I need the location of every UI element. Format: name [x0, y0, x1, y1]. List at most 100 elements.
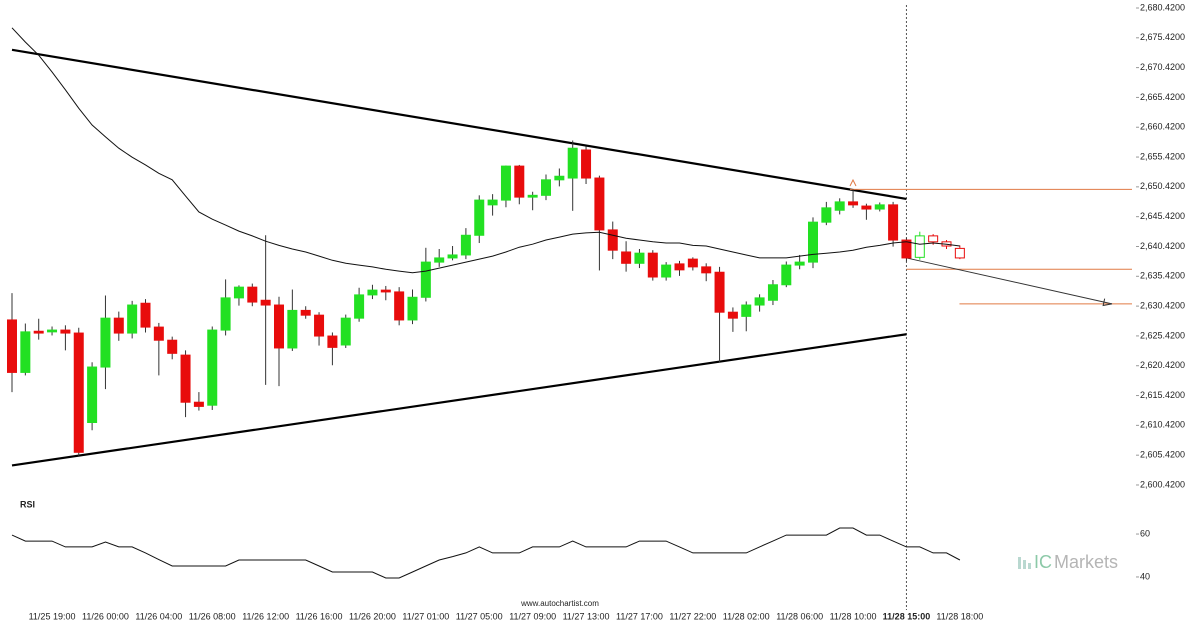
logo-bar — [1028, 563, 1031, 569]
x-tick-label: 11/26 08:00 — [189, 611, 236, 621]
candle-body — [340, 317, 351, 346]
candle-body — [914, 235, 925, 258]
candle-body — [113, 317, 124, 334]
trendline — [11, 48, 907, 200]
forecast-arrow — [906, 257, 1113, 305]
arrow-head — [1102, 298, 1113, 307]
candle-body — [140, 302, 151, 328]
candle-body — [834, 201, 845, 211]
x-tick-label: 11/27 09:00 — [509, 611, 556, 621]
candle-body — [874, 204, 885, 210]
y-tick-label: 2,605.4200 — [1140, 450, 1185, 460]
y-tick-label: 2,620.4200 — [1140, 360, 1185, 370]
rsi-label: RSI — [20, 499, 35, 509]
candle-body — [554, 175, 565, 181]
candle-body — [73, 332, 84, 453]
watermark: Markets — [1054, 552, 1118, 572]
candle-body — [848, 201, 859, 206]
candle-body — [420, 261, 431, 298]
candle-body — [861, 205, 872, 210]
candle-body — [661, 264, 672, 278]
watermark-prefix: IC — [1034, 552, 1052, 572]
candle-body — [741, 304, 752, 317]
candle-body — [193, 401, 204, 407]
candle-body — [928, 235, 939, 243]
candle-body — [954, 247, 965, 259]
candle-body — [247, 286, 258, 303]
candle-body — [434, 257, 445, 263]
y-tick-label: 2,680.4200 — [1140, 2, 1185, 12]
candle-body — [314, 314, 325, 337]
x-tick-label: 11/28 18:00 — [936, 611, 983, 621]
rsi-tick-label: 60 — [1140, 528, 1150, 538]
candle-body — [607, 229, 618, 251]
candle-body — [674, 263, 685, 271]
candle-body — [888, 204, 899, 241]
logo-bar — [1018, 557, 1021, 569]
logo-bar — [1023, 560, 1026, 569]
x-tick-label: 11/28 10:00 — [830, 611, 877, 621]
x-tick-label: 11/28 06:00 — [776, 611, 823, 621]
x-tick-label: 11/27 05:00 — [456, 611, 503, 621]
y-tick-label: 2,640.4200 — [1140, 241, 1185, 251]
candle-body — [581, 149, 592, 179]
candle-body — [127, 304, 138, 334]
candle-body — [274, 304, 284, 349]
y-tick-label: 2,650.4200 — [1140, 181, 1185, 191]
x-tick-label: 11/27 22:00 — [669, 611, 716, 621]
candle-body — [527, 194, 538, 198]
y-tick-label: 2,655.4200 — [1140, 151, 1185, 161]
source: www.autochartist.com — [520, 599, 599, 608]
candle-body — [233, 286, 244, 299]
y-tick-label: 2,660.4200 — [1140, 122, 1185, 132]
candle-body — [327, 335, 338, 348]
candle-body — [167, 339, 178, 354]
candle-body — [180, 354, 191, 403]
candle-body — [474, 199, 485, 236]
x-tick-label: 11/26 04:00 — [135, 611, 182, 621]
y-tick-label: 2,675.4200 — [1140, 32, 1185, 42]
x-tick-label: 11/26 20:00 — [349, 611, 396, 621]
candle-body — [514, 165, 525, 198]
candle-body — [367, 289, 378, 296]
candle-body — [634, 252, 645, 264]
candle-body — [714, 271, 725, 313]
candle-body — [7, 319, 17, 373]
candle-body — [500, 165, 511, 201]
candle-body — [541, 179, 551, 196]
x-tick-label: 11/26 00:00 — [82, 611, 129, 621]
y-tick-label: 2,610.4200 — [1140, 420, 1185, 430]
pattern-marker — [849, 178, 857, 187]
candle-body — [460, 234, 471, 256]
rsi-tick-label: 40 — [1140, 571, 1150, 581]
candle-body — [701, 266, 712, 274]
candle-body — [447, 254, 458, 259]
y-tick-label: 2,665.4200 — [1140, 92, 1185, 102]
candle-body — [754, 297, 765, 306]
y-tick-label: 2,670.4200 — [1140, 62, 1185, 72]
x-tick-label: 11/27 13:00 — [563, 611, 610, 621]
candle-body — [407, 296, 418, 321]
candle-body — [647, 252, 658, 278]
watermark-logo — [1018, 557, 1031, 569]
y-tick-label: 2,630.4200 — [1140, 300, 1185, 310]
candle-body — [47, 329, 58, 333]
candle-body — [300, 309, 311, 316]
candle-body — [87, 366, 98, 423]
candle-body — [727, 311, 738, 319]
candle-body — [901, 239, 912, 259]
candle-body — [354, 294, 365, 319]
y-tick-label: 2,645.4200 — [1140, 211, 1185, 221]
y-tick-label: 2,615.4200 — [1140, 390, 1185, 400]
candle-body — [687, 258, 698, 268]
candle-body — [260, 299, 271, 306]
candle-body — [287, 309, 298, 349]
candle-body — [767, 284, 778, 301]
candle-body — [821, 207, 832, 223]
candle-body — [153, 326, 164, 341]
candle-body — [207, 329, 218, 406]
rsi-line — [11, 527, 961, 579]
candle-body — [220, 297, 231, 331]
